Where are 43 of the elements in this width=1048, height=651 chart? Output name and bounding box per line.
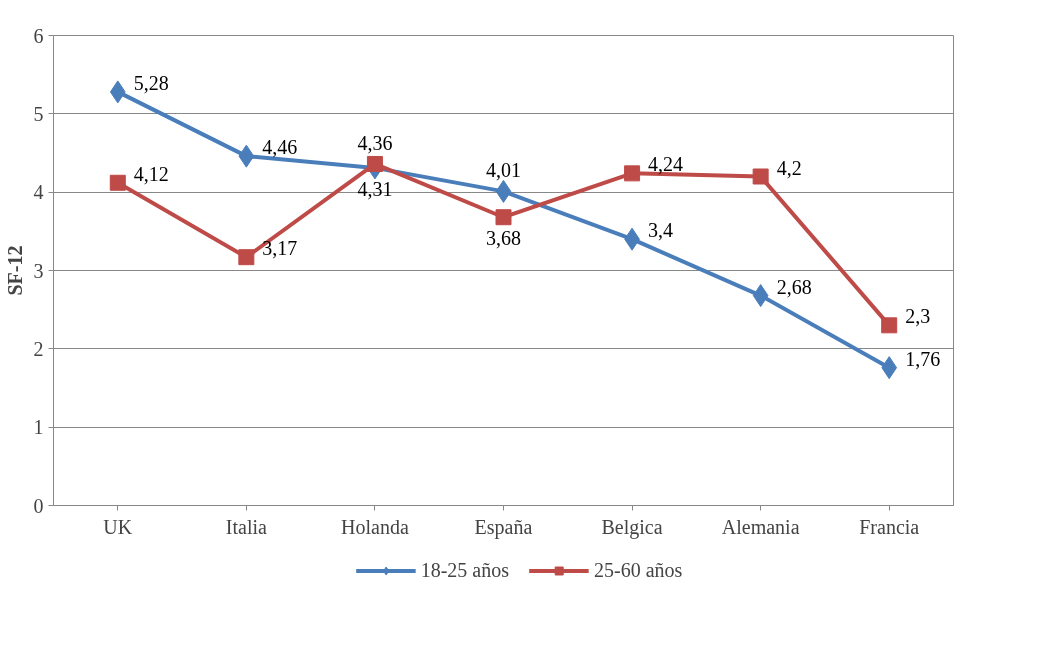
point bbox=[881, 356, 898, 380]
data-label: 3,17 bbox=[262, 237, 298, 260]
point bbox=[881, 317, 898, 334]
data-label: 4,31 bbox=[357, 177, 393, 200]
point bbox=[752, 284, 769, 308]
point bbox=[238, 144, 255, 168]
data-label: 4,2 bbox=[776, 156, 802, 179]
x-tick-label: España bbox=[474, 515, 533, 539]
x-tick-label: Holanda bbox=[341, 515, 409, 538]
y-tick-label: 3 bbox=[33, 259, 44, 282]
data-label: 3,68 bbox=[486, 227, 521, 250]
point bbox=[238, 249, 255, 266]
y-tick-label: 4 bbox=[33, 181, 44, 204]
data-label: 4,46 bbox=[262, 136, 298, 159]
data-label: 5,28 bbox=[133, 71, 169, 94]
point bbox=[109, 174, 126, 191]
legend-label: 25-60 años bbox=[594, 558, 683, 582]
y-tick-label: 6 bbox=[33, 24, 44, 47]
point bbox=[366, 155, 383, 172]
y-tick-label: 1 bbox=[33, 416, 44, 439]
x-tick-label: Belgica bbox=[601, 515, 663, 539]
data-label: 4,36 bbox=[357, 131, 393, 154]
point bbox=[495, 209, 512, 226]
point bbox=[495, 179, 512, 203]
data-label: 4,01 bbox=[486, 159, 521, 182]
y-tick-label: 5 bbox=[33, 102, 44, 125]
y-tick-label: 2 bbox=[33, 337, 44, 360]
x-tick-label: Francia bbox=[859, 515, 920, 538]
data-label: 2,68 bbox=[776, 275, 812, 298]
point bbox=[752, 168, 769, 185]
y-axis-title: SF-12 bbox=[3, 245, 26, 296]
x-tick-label: Italia bbox=[225, 515, 268, 538]
data-label: 4,24 bbox=[648, 153, 684, 176]
data-label: 3,4 bbox=[648, 219, 674, 242]
legend-label: 18-25 años bbox=[420, 558, 509, 582]
x-tick-label: UK bbox=[103, 515, 133, 538]
data-label: 1,76 bbox=[905, 347, 941, 370]
data-label: 2,3 bbox=[905, 305, 931, 328]
data-label: 4,12 bbox=[133, 162, 169, 185]
y-tick-label: 0 bbox=[33, 494, 44, 517]
point bbox=[624, 165, 641, 182]
x-tick-label: Alemania bbox=[721, 515, 800, 538]
point bbox=[109, 80, 126, 104]
